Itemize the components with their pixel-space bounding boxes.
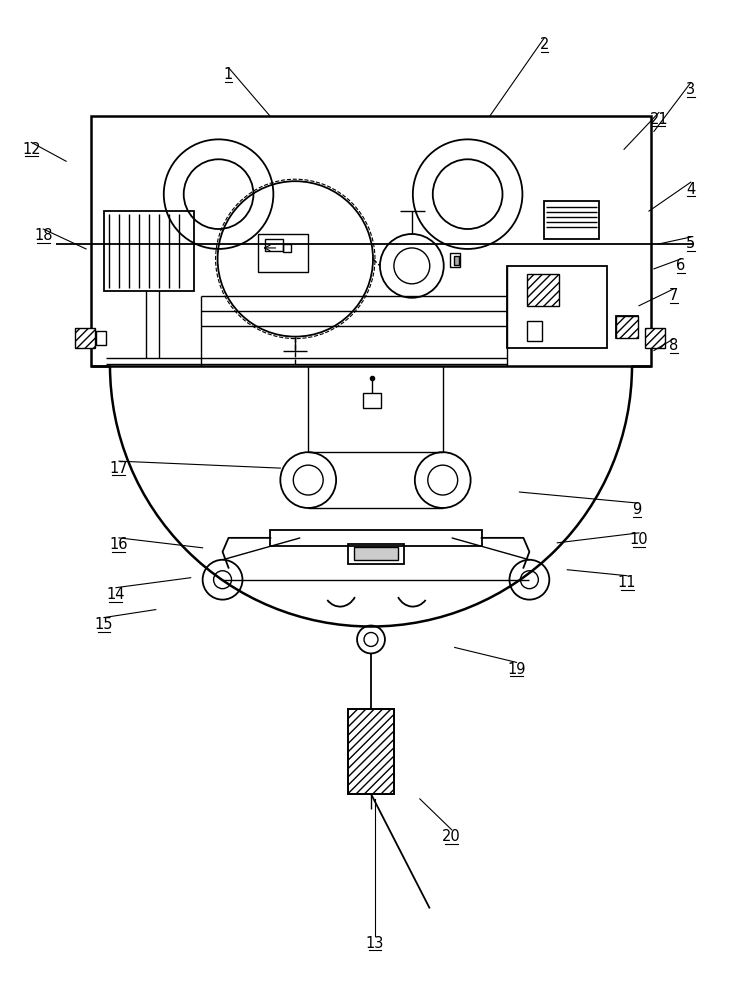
Text: 6: 6	[676, 258, 686, 273]
Text: 14: 14	[106, 587, 125, 602]
Bar	[283, 244, 291, 252]
Text: 10: 10	[630, 532, 648, 547]
Text: 18: 18	[34, 228, 52, 243]
Text: 5: 5	[687, 236, 695, 251]
Bar	[528, 274, 559, 306]
Bar	[104, 211, 194, 291]
Text: 20: 20	[443, 829, 461, 844]
Text: 9: 9	[633, 502, 641, 517]
Text: 15: 15	[95, 617, 113, 632]
Text: 8: 8	[670, 338, 678, 353]
Text: 21: 21	[650, 112, 668, 127]
Text: 7: 7	[669, 288, 678, 303]
Bar	[96, 331, 106, 345]
Bar	[616, 316, 638, 338]
Bar	[91, 116, 651, 366]
Bar	[348, 709, 394, 794]
Bar	[348, 709, 394, 794]
Bar	[454, 256, 459, 265]
Bar	[616, 316, 638, 338]
Text: 1: 1	[224, 67, 234, 82]
Bar	[270, 530, 482, 546]
Bar	[508, 266, 607, 348]
Text: 16: 16	[109, 537, 128, 552]
Bar	[348, 544, 404, 564]
Text: 3: 3	[687, 82, 695, 97]
Text: 11: 11	[618, 575, 636, 590]
Bar	[75, 328, 95, 348]
Bar	[450, 253, 460, 267]
Text: 17: 17	[109, 461, 129, 476]
Bar	[265, 239, 283, 251]
Bar	[645, 328, 665, 348]
Text: 2: 2	[539, 37, 549, 52]
Text: 12: 12	[22, 142, 41, 157]
Bar	[528, 321, 542, 341]
Text: 4: 4	[687, 182, 695, 197]
Bar	[354, 547, 398, 560]
Text: 13: 13	[366, 936, 384, 951]
Bar	[363, 393, 381, 408]
Bar	[259, 234, 308, 272]
Bar	[545, 201, 599, 239]
Text: 19: 19	[507, 662, 525, 677]
